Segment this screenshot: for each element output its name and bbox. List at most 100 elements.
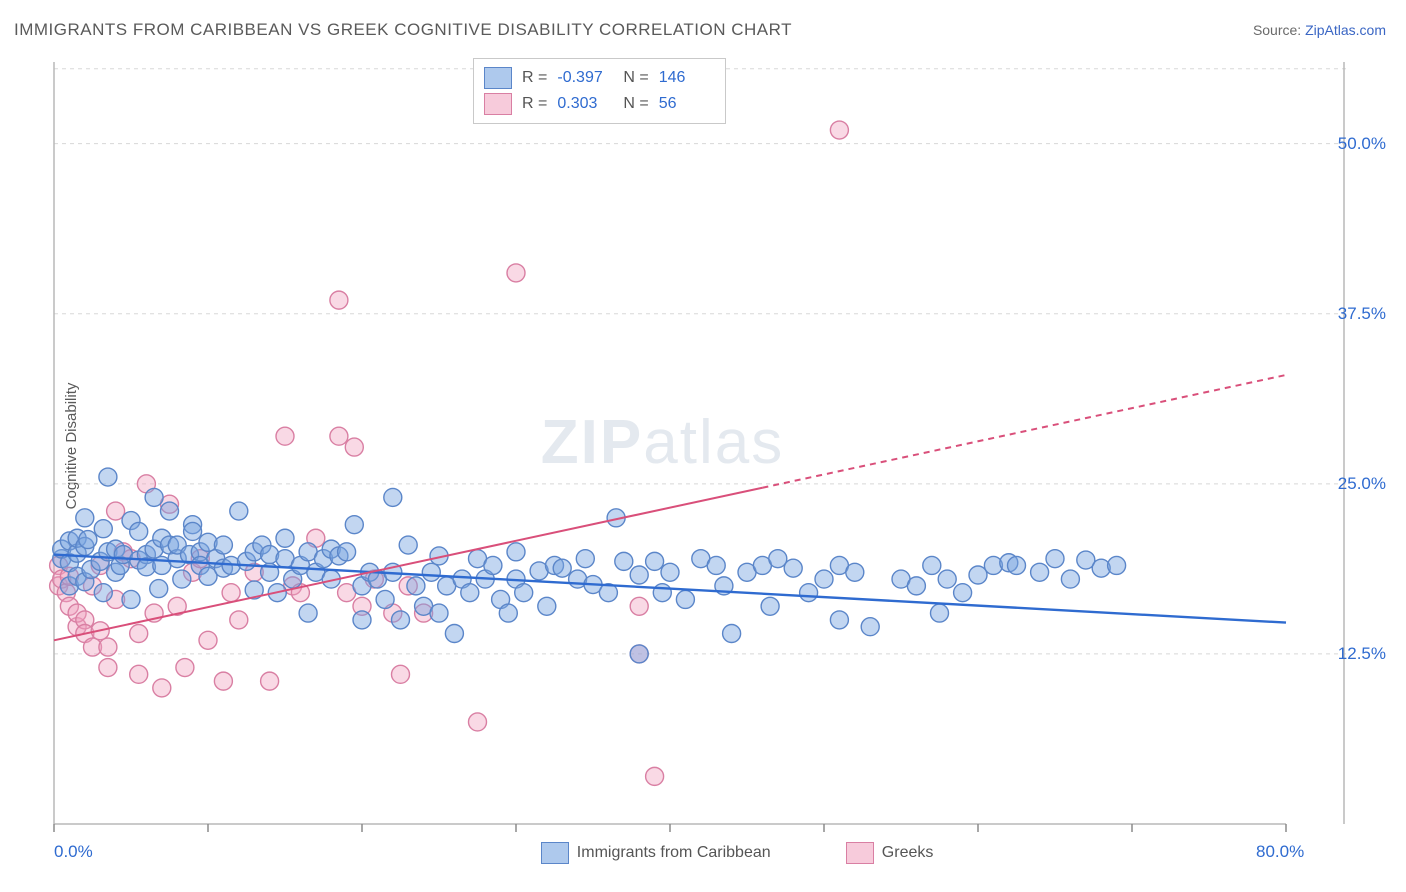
data-point xyxy=(630,597,648,615)
data-point xyxy=(353,611,371,629)
correlation-stats-box: R = -0.397 N = 146 R = 0.303 N = 56 xyxy=(473,58,726,124)
data-point xyxy=(1008,556,1026,574)
data-point xyxy=(931,604,949,622)
chart-container: IMMIGRANTS FROM CARIBBEAN VS GREEK COGNI… xyxy=(0,0,1406,892)
data-point xyxy=(507,543,525,561)
data-point xyxy=(130,665,148,683)
r-value: 0.303 xyxy=(557,95,613,113)
n-value: 146 xyxy=(659,69,715,87)
data-point xyxy=(376,590,394,608)
data-point xyxy=(615,552,633,570)
scatter-plot xyxy=(48,56,1348,836)
data-point xyxy=(938,570,956,588)
legend-item: Greeks xyxy=(846,842,934,864)
data-point xyxy=(954,584,972,602)
x-tick-label: 80.0% xyxy=(1256,842,1304,862)
source-link[interactable]: ZipAtlas.com xyxy=(1305,22,1386,38)
data-point xyxy=(214,536,232,554)
data-point xyxy=(707,556,725,574)
source-prefix: Source: xyxy=(1253,22,1305,38)
data-point xyxy=(1046,550,1064,568)
data-point xyxy=(469,713,487,731)
data-point xyxy=(99,659,117,677)
data-point xyxy=(422,563,440,581)
data-point xyxy=(150,580,168,598)
data-point xyxy=(214,672,232,690)
data-point xyxy=(499,604,517,622)
data-point xyxy=(345,516,363,534)
data-point xyxy=(1108,556,1126,574)
data-point xyxy=(1061,570,1079,588)
data-point xyxy=(553,559,571,577)
data-point xyxy=(94,584,112,602)
chart-title: IMMIGRANTS FROM CARIBBEAN VS GREEK COGNI… xyxy=(14,20,792,40)
legend-swatch xyxy=(484,67,512,89)
data-point xyxy=(338,543,356,561)
legend-label: Greeks xyxy=(882,844,934,862)
data-point xyxy=(923,556,941,574)
data-point xyxy=(176,659,194,677)
data-point xyxy=(630,645,648,663)
data-point xyxy=(907,577,925,595)
data-point xyxy=(94,520,112,538)
data-point xyxy=(800,584,818,602)
data-point xyxy=(653,584,671,602)
data-point xyxy=(184,522,202,540)
data-point xyxy=(630,566,648,584)
data-point xyxy=(230,502,248,520)
data-point xyxy=(122,590,140,608)
data-point xyxy=(445,625,463,643)
legend-swatch xyxy=(846,842,874,864)
y-tick-label: 12.5% xyxy=(1338,644,1386,664)
trend-line-dashed xyxy=(762,375,1286,488)
data-point xyxy=(230,611,248,629)
data-point xyxy=(646,552,664,570)
data-point xyxy=(79,531,97,549)
n-label: N = xyxy=(623,69,648,87)
data-point xyxy=(299,604,317,622)
data-point xyxy=(815,570,833,588)
data-point xyxy=(130,625,148,643)
data-point xyxy=(846,563,864,581)
y-tick-label: 25.0% xyxy=(1338,474,1386,494)
data-point xyxy=(99,638,117,656)
data-point xyxy=(276,427,294,445)
data-point xyxy=(646,767,664,785)
data-point xyxy=(661,563,679,581)
data-point xyxy=(1031,563,1049,581)
data-point xyxy=(276,529,294,547)
data-point xyxy=(173,570,191,588)
data-point xyxy=(576,550,594,568)
data-point xyxy=(222,584,240,602)
r-value: -0.397 xyxy=(557,69,613,87)
data-point xyxy=(830,121,848,139)
data-point xyxy=(392,665,410,683)
x-tick-label: 0.0% xyxy=(54,842,93,862)
data-point xyxy=(484,556,502,574)
data-point xyxy=(515,584,533,602)
data-point xyxy=(161,502,179,520)
data-point xyxy=(830,611,848,629)
data-point xyxy=(76,509,94,527)
data-point xyxy=(261,672,279,690)
data-point xyxy=(784,559,802,577)
n-label: N = xyxy=(623,95,648,113)
data-point xyxy=(461,584,479,602)
data-point xyxy=(399,536,417,554)
data-point xyxy=(330,291,348,309)
y-tick-label: 50.0% xyxy=(1338,134,1386,154)
r-label: R = xyxy=(522,95,547,113)
data-point xyxy=(676,590,694,608)
y-tick-label: 37.5% xyxy=(1338,304,1386,324)
stats-row: R = 0.303 N = 56 xyxy=(484,91,715,117)
data-point xyxy=(130,522,148,540)
data-point xyxy=(199,631,217,649)
data-point xyxy=(538,597,556,615)
source-attribution: Source: ZipAtlas.com xyxy=(1253,22,1386,38)
n-value: 56 xyxy=(659,95,715,113)
legend-label: Immigrants from Caribbean xyxy=(577,844,771,862)
data-point xyxy=(330,427,348,445)
data-point xyxy=(145,488,163,506)
data-point xyxy=(407,577,425,595)
data-point xyxy=(153,679,171,697)
